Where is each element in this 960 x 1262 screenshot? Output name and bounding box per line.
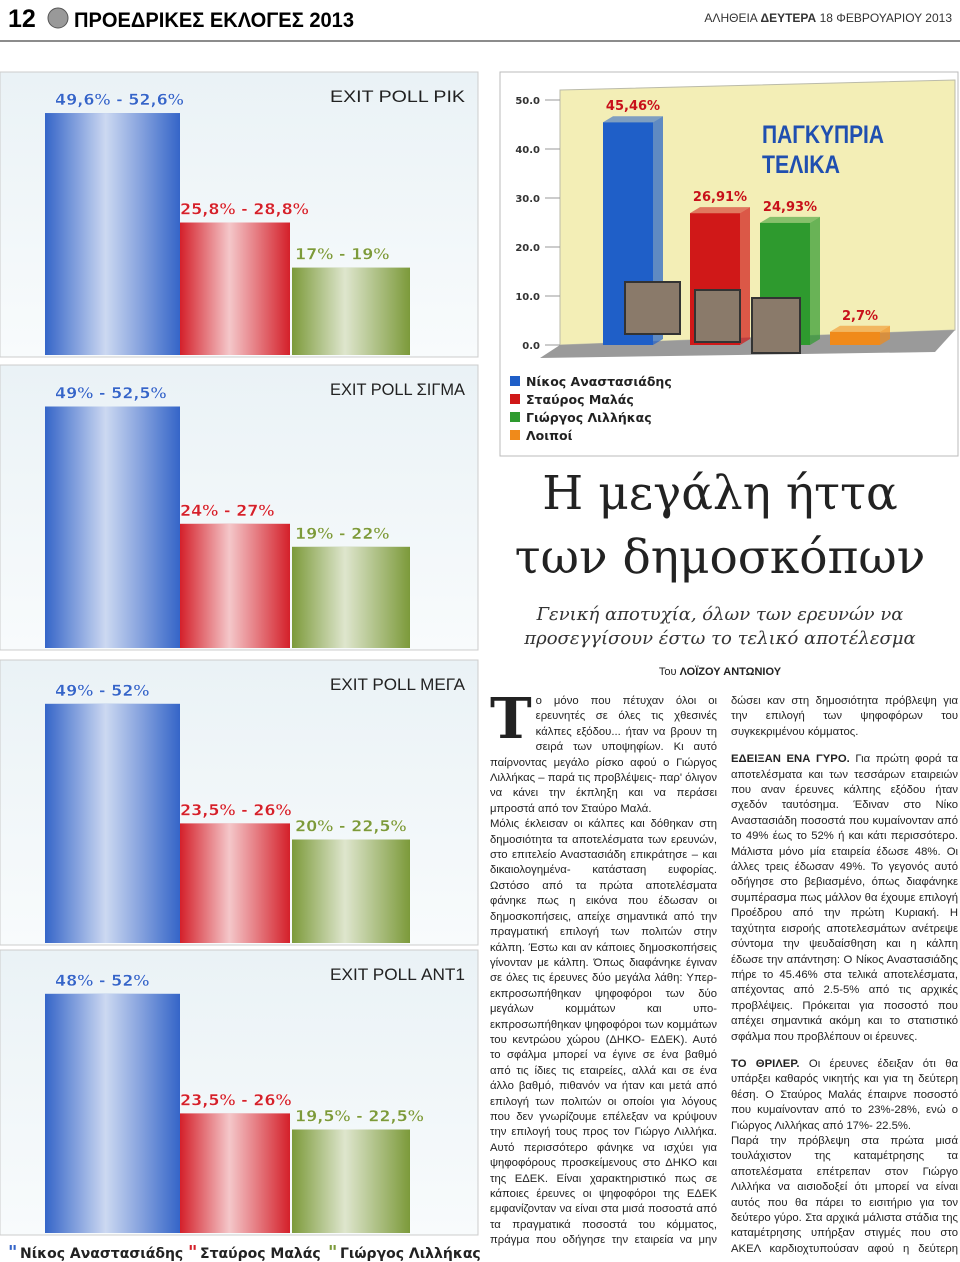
date: 18 ΦΕΒΡΟΥΑΡΙΟΥ 2013 — [820, 11, 953, 25]
bar — [830, 331, 880, 345]
range-label: 20% - 22,5% — [295, 817, 407, 836]
range-label: 23,5% - 26% — [180, 1090, 292, 1109]
legend-quote: " — [8, 1242, 17, 1262]
bar-shine — [292, 1129, 410, 1233]
bar-top — [830, 325, 890, 332]
paragraph: Το μόνο που πέτυχαν όλοι οι ερευνητές σε… — [490, 694, 717, 817]
bar-side — [810, 216, 820, 345]
y-tick-label: 50.0 — [515, 96, 540, 107]
candidate-photo — [694, 289, 741, 343]
legend-label: Νίκος Αναστασιάδης — [526, 374, 672, 389]
results-chart: 0.0 10.0 20.0 30.0 40.0 50.0 45,46% 26,91% 24,93… — [499, 71, 959, 457]
y-tick-label: 10.0 — [515, 292, 540, 303]
newspaper: ΑΛΗΘΕΙΑ — [704, 11, 757, 25]
panel-title: EXIT POLL ΜΕΓΑ — [330, 675, 466, 694]
paragraph: ΤΟ ΘΡΙΛΕΡ. Οι έρευνες έδειξαν ότι θα υπά… — [731, 1057, 958, 1134]
bar-shine — [45, 113, 180, 355]
paragraph: Παρά την πρόβλεψη στα πρώτα μισά τουλάχι… — [731, 694, 958, 1258]
bar-side — [740, 207, 750, 345]
legend-label: Γιώργος Λιλλήκας — [340, 1246, 481, 1262]
y-tick-label: 0.0 — [522, 341, 540, 352]
bar-shine — [180, 222, 290, 355]
legend-label: Νίκος Αναστασιάδης — [20, 1246, 183, 1262]
page-number: 12 — [8, 5, 36, 33]
bar-shine — [180, 823, 290, 943]
legend-swatch — [510, 430, 520, 440]
section-title: ΠΡΟΕΔΡΙΚΕΣ ΕΚΛΟΓΕΣ 2013 — [74, 9, 354, 32]
panel-title: EXIT POLL ΣΙΓΜΑ — [330, 380, 466, 399]
y-tick-label: 40.0 — [515, 145, 540, 156]
paragraph-text: Οι έρευνες έδειξαν ότι θα υπάρξει καθαρό… — [731, 1057, 958, 1132]
logo — [47, 7, 69, 29]
range-label: 49% - 52% — [55, 681, 149, 700]
legend-swatch — [510, 376, 520, 386]
candidate-photo — [624, 281, 681, 335]
legend-swatch — [510, 412, 520, 422]
range-label: 24% - 27% — [180, 501, 274, 520]
value-label: 2,7% — [842, 309, 878, 324]
bar-shine — [45, 406, 180, 648]
legend-quote: " — [188, 1242, 197, 1262]
bar-side — [880, 325, 890, 345]
headline: Η μεγάλη ήττα των δημοσκόπων — [485, 462, 955, 590]
headline-line: Η μεγάλη ήττα — [542, 466, 898, 521]
bar-shine — [180, 523, 290, 648]
paragraph-text: Παρά την πρόβλεψη στα πρώτα μισά τουλάχι… — [731, 1134, 958, 1255]
range-label: 25,8% - 28,8% — [180, 200, 309, 219]
subtitle: Γενική αποτυχία, όλων των ερευνών να προ… — [524, 604, 916, 649]
paragraph: ΕΔΕΙΞΑΝ ΕΝΑ ΓΥΡΟ. Για πρώτη φορά τα αποτ… — [731, 752, 958, 1045]
lead-in: ΕΔΕΙΞΑΝ ΕΝΑ ΓΥΡΟ. — [731, 753, 850, 766]
dateline: ΑΛΗΘΕΙΑ ΔΕΥΤΕΡΑ 18 ΦΕΒΡΟΥΑΡΙΟΥ 2013 — [704, 11, 952, 25]
legend-label: Σταύρος Μαλάς — [526, 392, 634, 407]
y-tick-label: 20.0 — [515, 243, 540, 254]
bar-shine — [45, 703, 180, 943]
range-label: 49,6% - 52,6% — [55, 90, 184, 109]
paragraph: Μόλις έκλεισαν οι κάλπες και δόθηκαν στη… — [490, 694, 958, 1258]
range-label: 19% - 22% — [295, 524, 389, 543]
legend-quote: " — [328, 1242, 337, 1262]
chart-title: ΤΕΛΙΚΑ — [762, 151, 840, 179]
panel-title: EXIT POLL ΡΙΚ — [330, 87, 466, 106]
chart-title: ΠΑΓΚΥΠΡΙΑ — [762, 121, 884, 149]
article: Το μόνο που πέτυχαν όλοι οι ερευνητές σε… — [490, 694, 958, 1258]
range-label: 17% - 19% — [295, 245, 389, 264]
range-label: 48% - 52% — [55, 971, 149, 990]
range-label: 23,5% - 26% — [180, 800, 292, 819]
lead-in: ΤΟ ΘΡΙΛΕΡ. — [731, 1057, 800, 1070]
paragraph-text: Για πρώτη φορά τα αποτελέσματα και των τ… — [731, 753, 958, 1043]
panel-title: EXIT POLL ΑΝΤ1 — [330, 965, 465, 984]
headline-line: των δημοσκόπων — [514, 530, 926, 585]
byline: Του ΛΟΪΖΟΥ ΑΝΤΩΝΙΟΥ — [490, 666, 950, 678]
value-label: 26,91% — [693, 190, 747, 205]
paragraph-text: Μόλις έκλεισαν οι κάλπες και δόθηκαν στη… — [490, 695, 958, 1247]
candidate-photo — [751, 297, 801, 354]
bar-top — [760, 216, 820, 223]
value-label: 24,93% — [763, 200, 817, 215]
exit-polls: EXIT POLL ΡΙΚ 49,6% - 52,6% 25,8% - 28,8% 1… — [0, 71, 481, 1262]
range-label: 19,5% - 22,5% — [295, 1107, 424, 1126]
bar-shine — [45, 993, 180, 1233]
bar-shine — [292, 267, 410, 355]
bar-top — [690, 207, 750, 214]
bar-top — [603, 116, 663, 123]
legend-label: Λοιποί — [526, 428, 573, 443]
value-label: 45,46% — [606, 99, 660, 114]
byline-prefix: Του — [658, 666, 677, 678]
legend-label: Γιώργος Λιλλήκας — [526, 410, 652, 425]
byline-author: ΛΟΪΖΟΥ ΑΝΤΩΝΙΟΥ — [679, 666, 782, 678]
legend-label: Σταύρος Μαλάς — [200, 1246, 321, 1262]
paragraph-text: Το μόνο που πέτυχαν όλοι οι ερευνητές σε… — [490, 694, 717, 815]
bar-shine — [180, 1113, 290, 1233]
legend-swatch — [510, 394, 520, 404]
bar-shine — [292, 546, 410, 648]
y-tick-label: 30.0 — [515, 194, 540, 205]
range-label: 49% - 52,5% — [55, 384, 167, 403]
day: ΔΕΥΤΕΡΑ — [760, 11, 816, 25]
bar-shine — [292, 839, 410, 943]
